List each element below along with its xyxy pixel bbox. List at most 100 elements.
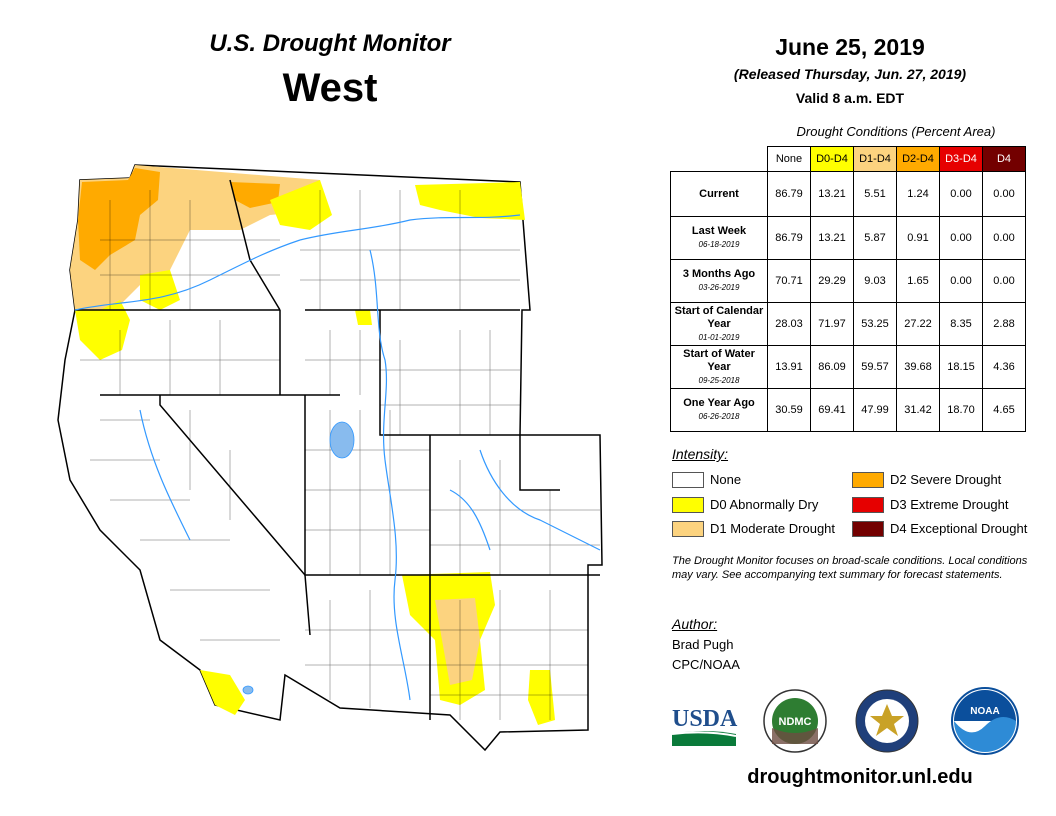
cell-value: 5.51 (853, 171, 897, 217)
usda-logo-text: USDA (672, 706, 738, 732)
cell-value: 0.00 (982, 171, 1026, 217)
d0-area-idaho-north (270, 180, 332, 230)
legend-label: D2 Severe Drought (890, 472, 1002, 487)
author-org: CPC/NOAA (672, 657, 740, 672)
ndmc-logo-text: NDMC (779, 716, 812, 728)
cell-value: 0.00 (982, 259, 1026, 303)
cell-value: 86.79 (767, 216, 811, 260)
cell-value: 86.79 (767, 171, 811, 217)
table-corner (671, 147, 768, 172)
noaa-logo-text: NOAA (970, 706, 999, 717)
doc-seal-logo (855, 689, 919, 753)
release-date: (Released Thursday, Jun. 27, 2019) (733, 66, 967, 82)
valid-time: Valid 8 a.m. EDT (795, 90, 905, 106)
row-label: One Year Ago 06-26-2018 (670, 388, 768, 432)
cell-value: 27.22 (896, 302, 940, 346)
region-title: West (282, 66, 378, 110)
author-name: Brad Pugh (672, 637, 734, 652)
d1-area-new-mexico (435, 598, 480, 685)
cell-value: 1.24 (896, 171, 940, 217)
row-label: Current (670, 171, 768, 217)
cell-value: 53.25 (853, 302, 897, 346)
col-d3-d4: D3-D4 (939, 146, 983, 172)
usda-logo: USDA (671, 706, 738, 746)
cell-value: 2.88 (982, 302, 1026, 346)
table-row: Current 86.79 13.21 5.51 1.24 0.00 0.00 (670, 171, 1026, 217)
table-header-row: None D0-D4 D1-D4 D2-D4 D3-D4 D4 (671, 146, 1026, 172)
legend-swatch (672, 497, 704, 513)
table-caption: Drought Conditions (Percent Area) (796, 124, 996, 139)
row-sublabel: 06-18-2019 (698, 240, 740, 249)
map-title: U.S. Drought Monitor (209, 30, 451, 57)
cell-value: 13.91 (767, 345, 811, 389)
d0-area-oregon (75, 300, 130, 360)
legend-swatch (852, 472, 884, 488)
cell-value: 29.29 (810, 259, 854, 303)
row-sublabel: 09-25-2018 (698, 375, 740, 385)
cell-value: 71.97 (810, 302, 854, 346)
legend-label: D1 Moderate Drought (710, 521, 836, 536)
cell-value: 47.99 (853, 388, 897, 432)
legend-title: Intensity: (672, 446, 729, 462)
ndmc-logo: NDMC (763, 689, 827, 753)
disclaimer-note: The Drought Monitor focuses on broad-sca… (672, 555, 1028, 581)
cell-value: 39.68 (896, 345, 940, 389)
d0-area-wyoming-small (355, 310, 372, 325)
row-label: 3 Months Ago 03-26-2019 (670, 259, 768, 303)
legend-swatch (672, 472, 704, 488)
legend-label: None (710, 472, 742, 487)
col-d1-d4: D1-D4 (853, 146, 897, 172)
state-boundaries (75, 179, 600, 720)
d2-area-washington (78, 168, 160, 270)
d0-area-nm-east (528, 670, 555, 725)
row-label: Start of Water Year 09-25-2018 (670, 345, 768, 389)
cell-value: 30.59 (767, 388, 811, 432)
legend-label: D0 Abnormally Dry (710, 497, 819, 512)
row-sublabel: 03-26-2019 (698, 283, 740, 292)
cell-value: 8.35 (939, 302, 983, 346)
d0-area-socal (200, 670, 245, 715)
author-label: Author: (672, 616, 718, 632)
table-row: One Year Ago 06-26-2018 30.59 69.41 47.99… (670, 388, 1026, 432)
cell-value: 31.42 (896, 388, 940, 432)
legend-swatch (672, 521, 704, 537)
drought-areas (70, 165, 555, 725)
drought-conditions-table: None D0-D4 D1-D4 D2-D4 D3-D4 D4 Current … (670, 146, 1026, 432)
row-sublabel: 01-01-2019 (698, 332, 740, 342)
cell-value: 70.71 (767, 259, 811, 303)
table-row: Start of Water Year 09-25-2018 13.91 86.0… (670, 345, 1026, 389)
cell-value: 69.41 (810, 388, 854, 432)
row-label: Start of Calendar Year 01-01-2019 (670, 302, 768, 346)
legend-label: D3 Extreme Drought (890, 497, 1009, 512)
table-row: 3 Months Ago 03-26-2019 70.71 29.29 9.03 … (670, 259, 1026, 303)
row-sublabel: 06-26-2018 (698, 412, 740, 421)
west-drought-map (57, 164, 603, 752)
cell-value: 0.00 (939, 216, 983, 260)
website-link[interactable]: droughtmonitor.unl.edu (747, 766, 973, 788)
cell-value: 0.91 (896, 216, 940, 260)
cell-value: 13.21 (810, 216, 854, 260)
cell-value: 4.65 (982, 388, 1026, 432)
col-none: None (767, 146, 811, 172)
col-d2-d4: D2-D4 (896, 146, 940, 172)
cell-value: 59.57 (853, 345, 897, 389)
legend-swatch (852, 521, 884, 537)
legend-swatch (852, 497, 884, 513)
cell-value: 18.70 (939, 388, 983, 432)
cell-value: 4.36 (982, 345, 1026, 389)
map-date: June 25, 2019 (775, 34, 925, 60)
cell-value: 5.87 (853, 216, 897, 260)
cell-value: 0.00 (939, 171, 983, 217)
legend-label: D4 Exceptional Drought (890, 521, 1028, 536)
cell-value: 86.09 (810, 345, 854, 389)
cell-value: 1.65 (896, 259, 940, 303)
d2-area-north-cascades (230, 182, 280, 208)
row-label: Last Week 06-18-2019 (670, 216, 768, 260)
col-d0-d4: D0-D4 (810, 146, 854, 172)
cell-value: 0.00 (982, 216, 1026, 260)
lakes (242, 421, 355, 695)
noaa-logo: NOAA (951, 687, 1019, 755)
rivers (74, 214, 601, 701)
col-d4: D4 (982, 146, 1026, 172)
cell-value: 9.03 (853, 259, 897, 303)
